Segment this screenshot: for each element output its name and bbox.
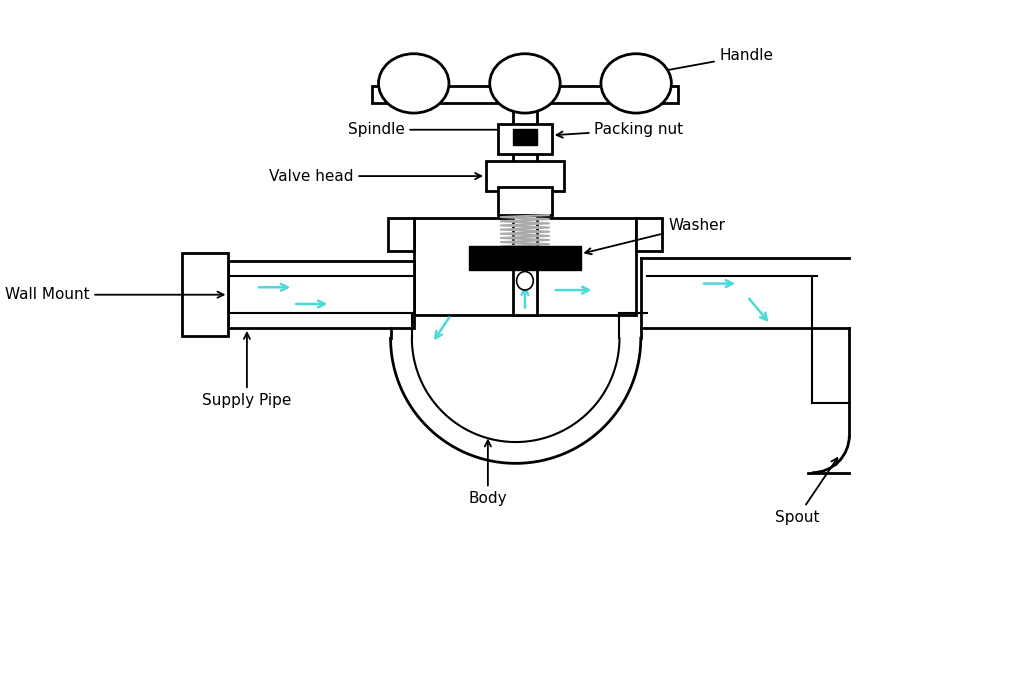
Bar bbox=[414, 218, 636, 315]
Text: Packing nut: Packing nut bbox=[557, 122, 684, 138]
Text: Supply Pipe: Supply Pipe bbox=[202, 333, 292, 408]
Text: Washer: Washer bbox=[585, 218, 726, 254]
Text: Spout: Spout bbox=[775, 458, 838, 525]
Text: Spindle: Spindle bbox=[347, 122, 532, 137]
Ellipse shape bbox=[601, 54, 672, 113]
Text: Valve head: Valve head bbox=[269, 169, 481, 184]
Bar bbox=[636, 218, 663, 251]
Ellipse shape bbox=[379, 54, 449, 113]
Text: Wall Mount: Wall Mount bbox=[5, 287, 223, 302]
Bar bbox=[228, 262, 414, 328]
Ellipse shape bbox=[489, 54, 560, 113]
Ellipse shape bbox=[516, 272, 534, 290]
Text: Body: Body bbox=[469, 441, 507, 506]
Bar bbox=[182, 253, 228, 337]
Bar bbox=[388, 218, 414, 251]
Bar bbox=[372, 86, 678, 103]
Bar bbox=[498, 187, 552, 215]
Bar bbox=[498, 124, 552, 154]
Text: Handle: Handle bbox=[650, 48, 773, 75]
Bar bbox=[513, 100, 537, 315]
Bar bbox=[513, 129, 537, 145]
Bar bbox=[469, 246, 581, 270]
Bar bbox=[486, 161, 564, 191]
